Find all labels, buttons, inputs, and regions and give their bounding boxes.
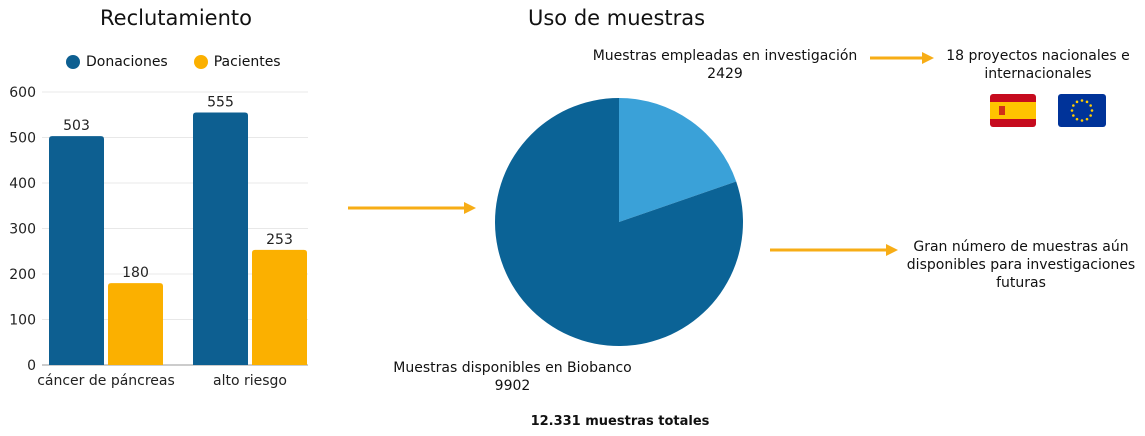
- eu-star: [1080, 99, 1084, 102]
- pie-label-used-name: Muestras empleadas en investigación: [592, 48, 858, 64]
- eu-star: [1075, 100, 1079, 104]
- legend-label-donaciones: Donaciones: [86, 54, 168, 70]
- pie-chart: [494, 98, 743, 346]
- y-tick-label: 100: [9, 313, 36, 329]
- eu-star: [1089, 114, 1092, 117]
- legend-swatch-donaciones: [66, 55, 80, 69]
- bar-value-label: 253: [266, 232, 293, 248]
- pie-slice: [494, 98, 743, 346]
- eu-star: [1090, 109, 1094, 112]
- legend-item-pacientes: Pacientes: [193, 54, 281, 70]
- eu-star: [1072, 104, 1075, 107]
- eu-star: [1072, 114, 1075, 117]
- bar-chart: 0 100 200 300 400 500 600 503 180 cáncer de páncr…: [9, 85, 308, 389]
- x-tick-label: cáncer de páncreas: [37, 373, 175, 389]
- bar-chart-title: Reclutamiento: [100, 6, 252, 30]
- pie-label-available: Muestras disponibles en Biobanco 9902: [375, 359, 650, 395]
- eu-star: [1075, 117, 1079, 121]
- projects-note: 18 proyectos nacionales e internacionale…: [946, 48, 1130, 82]
- legend-item-donaciones: Donaciones: [66, 54, 168, 70]
- pie-slice: [619, 98, 737, 222]
- bar: [193, 112, 248, 365]
- spain-flag-icon: [990, 94, 1036, 127]
- eu-star: [1070, 109, 1074, 112]
- eu-flag-icon: [1058, 94, 1106, 127]
- pie-label-used: Muestras empleadas en investigación 2429: [580, 47, 870, 83]
- bar: [252, 249, 307, 365]
- eu-star: [1080, 119, 1084, 122]
- y-tick-label: 200: [9, 267, 36, 283]
- eu-star: [1085, 117, 1089, 121]
- pie-label-available-value: 9902: [494, 378, 531, 394]
- y-tick-label: 600: [9, 85, 36, 101]
- eu-star: [1085, 100, 1089, 104]
- legend-label-pacientes: Pacientes: [213, 54, 281, 70]
- arrow-to-pie-icon: [348, 202, 476, 214]
- bar: [108, 283, 163, 365]
- pie-label-used-value: 2429: [707, 66, 743, 82]
- pie-chart-title: Uso de muestras: [528, 6, 706, 30]
- bar-value-label: 503: [63, 118, 90, 134]
- bar: [49, 136, 104, 365]
- arrow-to-projects-icon: [870, 52, 934, 64]
- y-tick-label: 500: [9, 131, 36, 147]
- x-tick-label: alto riesgo: [213, 373, 287, 389]
- y-tick-label: 0: [27, 358, 36, 374]
- legend-swatch-pacientes: [193, 55, 208, 69]
- arrow-to-future-icon: [770, 244, 898, 256]
- bar-value-label: 180: [122, 265, 149, 281]
- bar-value-label: 555: [207, 94, 234, 110]
- eu-star: [1089, 104, 1092, 107]
- y-tick-label: 300: [9, 222, 36, 238]
- pie-label-available-name: Muestras disponibles en Biobanco: [393, 360, 632, 376]
- pie-total-label: 12.331 muestras totales: [530, 414, 710, 429]
- bar-chart-legend: Donaciones Pacientes: [66, 54, 281, 70]
- y-tick-label: 400: [9, 176, 36, 192]
- future-note: Gran número de muestras aún disponibles …: [906, 239, 1136, 291]
